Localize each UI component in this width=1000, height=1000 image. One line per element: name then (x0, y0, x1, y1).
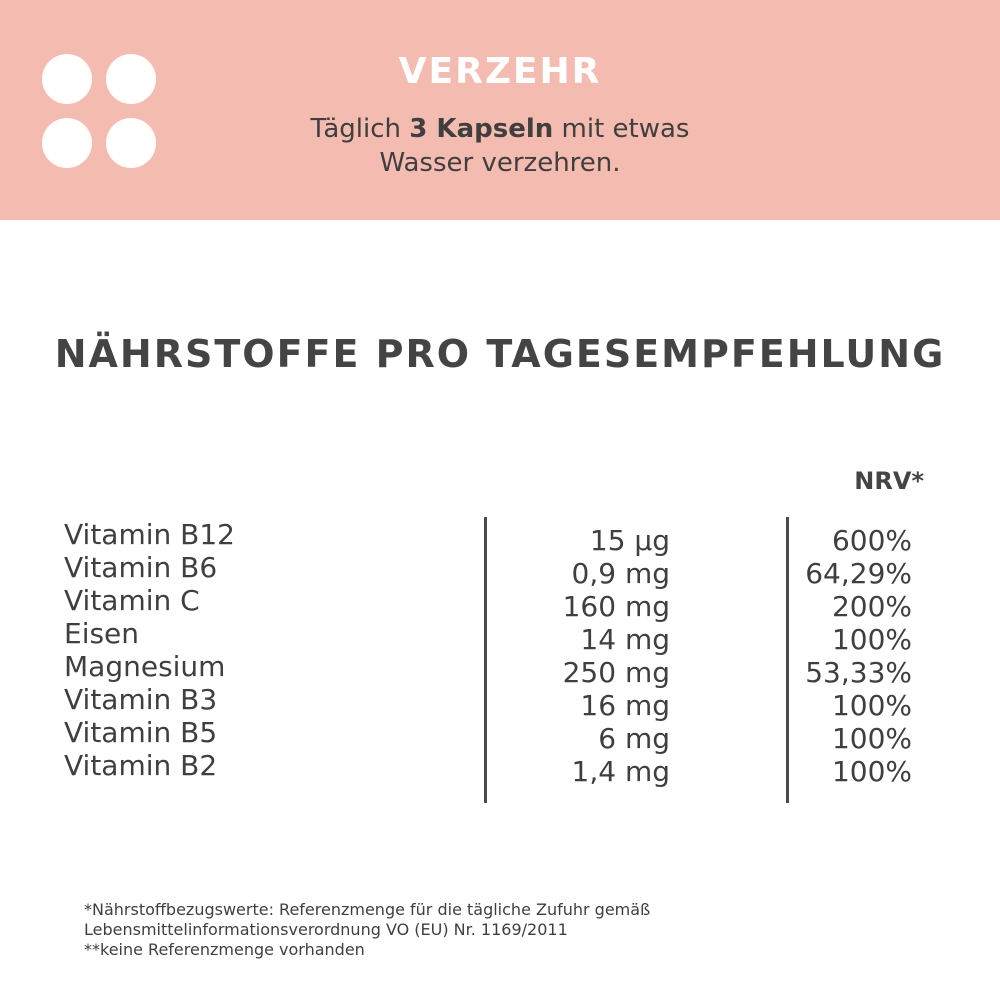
capsule-dot (42, 54, 92, 104)
nutrient-name: Vitamin B6 (64, 551, 218, 584)
column-divider (484, 517, 487, 803)
section-title: NÄHRSTOFFE PRO TAGESEMPFEHLUNG (54, 332, 946, 376)
nutrient-amount: 6 mg (598, 722, 670, 755)
dosage-instructions: Täglich 3 Kapseln mit etwas Wasser verze… (220, 112, 780, 180)
nutrient-name: Vitamin B5 (64, 716, 218, 749)
nutrient-name: Eisen (64, 617, 140, 650)
nutrient-nrv: 100% (831, 623, 912, 656)
capsule-dot (106, 118, 156, 168)
nutrient-name-column: Vitamin B12 Vitamin B6 Vitamin C Eisen M… (64, 518, 464, 782)
nutrient-nrv: 100% (831, 689, 912, 722)
nutrient-name: Vitamin C (64, 584, 200, 617)
banner-title: VERZEHR (398, 51, 602, 92)
nutrient-nrv: 100% (831, 722, 912, 755)
nutrient-amount: 14 mg (580, 623, 670, 656)
dosage-text-line2: Wasser verzehren. (379, 148, 621, 178)
footnote: **keine Referenzmenge vorhanden (84, 940, 365, 959)
header-banner: VERZEHR Täglich 3 Kapseln mit etwas Wass… (0, 0, 1000, 220)
nutrient-amount: 15 µg (589, 524, 670, 557)
footnote: *Nährstoffbezugswerte: Referenzmenge für… (84, 900, 651, 919)
nutrient-nrv: 600% (831, 524, 912, 557)
nrv-column-header: NRV* (854, 467, 924, 495)
nutrient-name: Vitamin B2 (64, 749, 218, 782)
nutrient-amount: 0,9 mg (571, 557, 670, 590)
nutrient-name: Vitamin B3 (64, 683, 218, 716)
nutrient-amount: 16 mg (580, 689, 670, 722)
nutrient-nrv-column: 600% 64,29% 200% 100% 53,33% 100% 100% 1… (790, 524, 912, 788)
nutrient-nrv: 53,33% (805, 656, 912, 689)
nutrient-name: Magnesium (64, 650, 226, 683)
nutrient-nrv: 64,29% (805, 557, 912, 590)
nutrient-name: Vitamin B12 (64, 518, 235, 551)
dosage-text-start: Täglich (310, 114, 410, 144)
nutrient-nrv: 200% (831, 590, 912, 623)
footnote: Lebensmittelinformationsverordnung VO (E… (84, 920, 568, 939)
capsule-dot (106, 54, 156, 104)
column-divider (786, 517, 789, 803)
nutrient-amount: 160 mg (562, 590, 670, 623)
nutrient-amount: 250 mg (562, 656, 670, 689)
footnotes: *Nährstoffbezugswerte: Referenzmenge für… (84, 900, 944, 960)
capsule-dot (42, 118, 92, 168)
nutrient-amount-column: 15 µg 0,9 mg 160 mg 14 mg 250 mg 16 mg 6… (500, 524, 670, 788)
nutrient-amount: 1,4 mg (571, 755, 670, 788)
dosage-text-end: mit etwas (553, 114, 690, 144)
dosage-amount: 3 Kapseln (409, 114, 554, 144)
capsules-icon (42, 54, 158, 168)
nutrient-nrv: 100% (831, 755, 912, 788)
